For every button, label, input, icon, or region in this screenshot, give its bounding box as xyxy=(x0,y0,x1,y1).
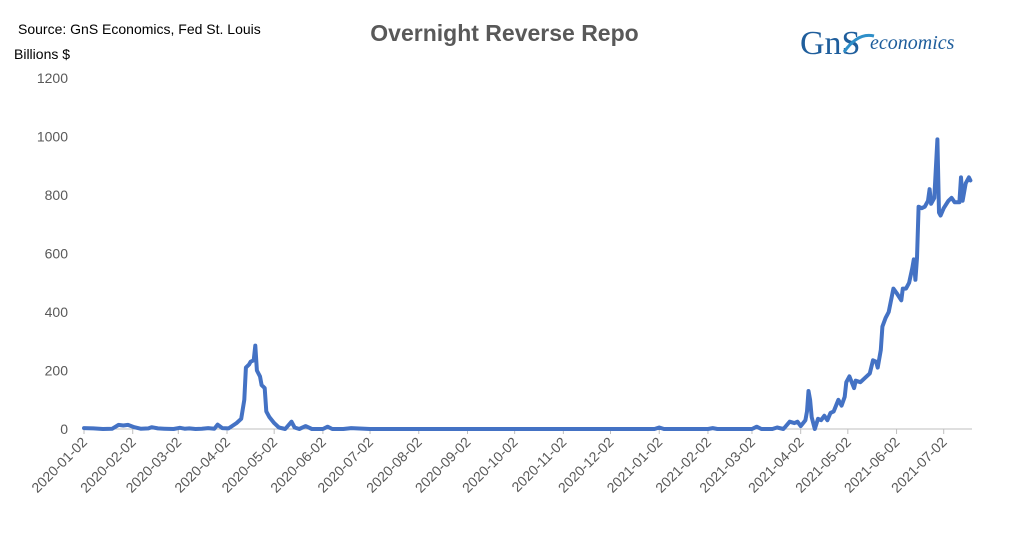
logo-word: economics xyxy=(870,32,955,54)
y-tick-label: 600 xyxy=(45,246,69,262)
y-tick-label: 200 xyxy=(45,363,69,379)
source-note: Source: GnS Economics, Fed St. Louis xyxy=(18,21,261,37)
y-tick-label: 1000 xyxy=(37,129,68,145)
y-tick-label: 0 xyxy=(60,421,68,437)
y-tick-label: 1200 xyxy=(37,70,68,86)
series-line xyxy=(82,137,973,431)
logo-swoosh xyxy=(842,33,875,53)
chart-title-text: Overnight Reverse Repo xyxy=(370,20,639,46)
logo: GnS xyxy=(800,25,875,62)
y-tick-label: 800 xyxy=(45,187,69,203)
chart-title: Overnight Reverse Repo xyxy=(0,20,1009,47)
unit-label: Billions $ xyxy=(14,46,71,62)
y-tick-label: 400 xyxy=(45,304,69,320)
